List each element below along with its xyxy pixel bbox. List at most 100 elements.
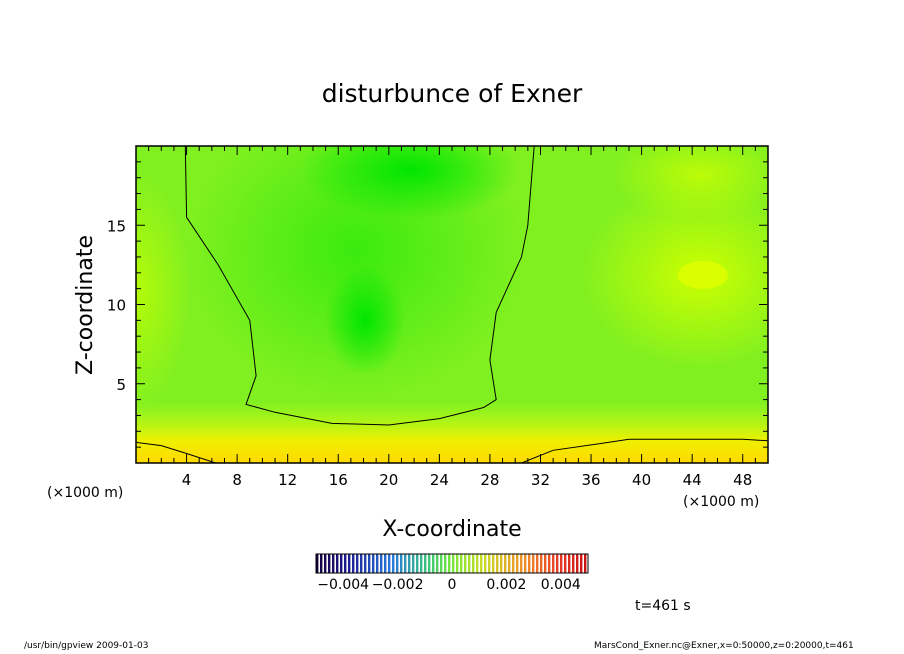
colorbar-swatch — [572, 554, 575, 573]
x-unit-label-left: (×1000 m) — [47, 485, 123, 501]
heatmap-field — [136, 146, 768, 463]
colorbar-swatch — [368, 554, 371, 573]
colorbar-swatch — [324, 554, 327, 573]
x-tick-label: 16 — [329, 471, 348, 489]
colorbar-tick-label: −0.002 — [372, 577, 424, 593]
colorbar — [315, 553, 589, 574]
colorbar-swatch — [432, 554, 435, 573]
colorbar-swatch — [320, 554, 323, 573]
colorbar-swatch — [460, 554, 463, 573]
footer-left: /usr/bin/gpview 2009-01-03 — [24, 641, 149, 651]
colorbar-swatch — [520, 554, 523, 573]
colorbar-swatch — [472, 554, 475, 573]
contour-line-0 — [184, 146, 535, 426]
colorbar-swatch — [336, 554, 339, 573]
colorbar-swatch — [400, 554, 403, 573]
colorbar-tick-labels: −0.004 −0.002 0 0.002 0.004 — [317, 577, 581, 593]
x-tick-label: 24 — [430, 471, 449, 489]
field-region-low-core — [325, 265, 405, 375]
colorbar-swatch — [384, 554, 387, 573]
field-region-high-right — [580, 180, 768, 370]
field-region-high-right-top — [610, 146, 768, 220]
colorbar-swatch — [436, 554, 439, 573]
colorbar-swatch — [548, 554, 551, 573]
colorbar-swatch — [492, 554, 495, 573]
colorbar-swatch — [556, 554, 559, 573]
colorbar-swatch — [452, 554, 455, 573]
x-tick-label: 20 — [379, 471, 398, 489]
colorbar-swatch — [524, 554, 527, 573]
x-tick-label: 32 — [531, 471, 550, 489]
colorbar-swatch — [496, 554, 499, 573]
colorbar-swatch — [448, 554, 451, 573]
colorbar-swatch — [504, 554, 507, 573]
colorbar-swatch — [560, 554, 563, 573]
y-tick-label: 10 — [107, 297, 126, 315]
colorbar-swatch — [580, 554, 583, 573]
colorbar-swatch — [428, 554, 431, 573]
colorbar-swatch — [404, 554, 407, 573]
y-tick-label: 5 — [116, 376, 126, 394]
colorbar-swatch — [412, 554, 415, 573]
footer-right: MarsCond_Exner.nc@Exner,x=0:50000,z=0:20… — [594, 641, 854, 651]
x-tick-label: 12 — [278, 471, 297, 489]
colorbar-swatch — [360, 554, 363, 573]
colorbar-swatch — [576, 554, 579, 573]
x-tick-label: 8 — [232, 471, 242, 489]
colorbar-swatch — [408, 554, 411, 573]
colorbar-swatch — [488, 554, 491, 573]
contour-line-1 — [136, 441, 216, 463]
x-tick-label: 48 — [733, 471, 752, 489]
colorbar-swatch — [396, 554, 399, 573]
x-axis-ticks: 4 8 12 16 20 24 28 32 36 40 44 48 — [135, 146, 769, 489]
colorbar-swatch — [424, 554, 427, 573]
colorbar-swatch — [512, 554, 515, 573]
contour-line-2 — [521, 438, 768, 463]
colorbar-swatch — [584, 554, 587, 573]
field-region-high-left — [136, 170, 191, 410]
time-label: t=461 s — [635, 598, 691, 614]
colorbar-swatch — [500, 554, 503, 573]
colorbar-swatch — [476, 554, 479, 573]
colorbar-swatch — [380, 554, 383, 573]
colorbar-swatch — [416, 554, 419, 573]
colorbar-swatch — [388, 554, 391, 573]
colorbar-swatch — [348, 554, 351, 573]
colorbar-swatch — [456, 554, 459, 573]
x-tick-label: 36 — [581, 471, 600, 489]
colorbar-swatch — [332, 554, 335, 573]
colorbar-swatch — [328, 554, 331, 573]
y-axis-label: Z-coordinate — [73, 235, 98, 375]
colorbar-swatch — [552, 554, 555, 573]
colorbar-swatch — [376, 554, 379, 573]
colorbar-tick-label: −0.004 — [317, 577, 369, 593]
x-tick-label: 28 — [480, 471, 499, 489]
contour-lines — [136, 146, 768, 463]
field-region-surface — [136, 400, 768, 463]
colorbar-swatch — [528, 554, 531, 573]
y-tick-label: 15 — [107, 217, 126, 235]
x-unit-label-right: (×1000 m) — [683, 494, 759, 510]
colorbar-tick-label: 0.004 — [541, 577, 581, 593]
colorbar-swatch — [540, 554, 543, 573]
colorbar-swatch — [468, 554, 471, 573]
colorbar-swatch — [316, 554, 319, 573]
colorbar-swatch — [532, 554, 535, 573]
colorbar-swatch — [508, 554, 511, 573]
colorbar-swatch — [564, 554, 567, 573]
y-axis-ticks: 5 10 15 — [107, 145, 768, 464]
field-region-low-top — [300, 146, 520, 220]
colorbar-swatch — [352, 554, 355, 573]
colorbar-swatch — [484, 554, 487, 573]
colorbar-swatch — [568, 554, 571, 573]
colorbar-swatch — [356, 554, 359, 573]
x-axis-label: X-coordinate — [382, 517, 521, 542]
colorbar-swatch — [544, 554, 547, 573]
colorbar-swatch — [344, 554, 347, 573]
colorbar-tick-label: 0.002 — [486, 577, 526, 593]
colorbar-swatch — [440, 554, 443, 573]
colorbar-swatch — [516, 554, 519, 573]
chart-title: disturbunce of Exner — [322, 79, 583, 108]
colorbar-swatch — [340, 554, 343, 573]
